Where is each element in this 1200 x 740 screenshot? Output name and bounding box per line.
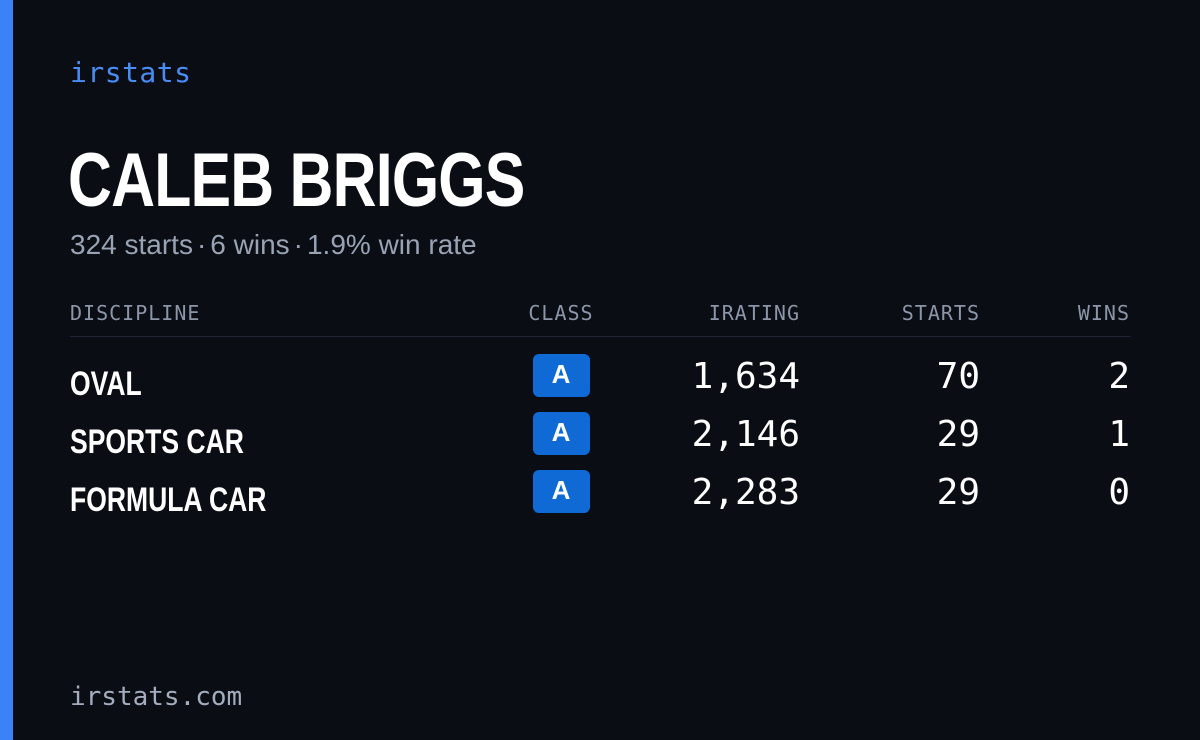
starts-value: 29 — [936, 414, 980, 455]
license-class-badge: A — [532, 412, 590, 455]
win-rate: 1.9% win rate — [306, 229, 477, 260]
footer-site-url: irstats.com — [70, 682, 243, 712]
header-discipline: DISCIPLINE — [70, 301, 201, 325]
class-cell: A — [511, 470, 611, 513]
table-header-row: DISCIPLINE CLASS IRATING STARTS WINS — [70, 296, 1131, 337]
stats-table: DISCIPLINE CLASS IRATING STARTS WINS OVA… — [70, 296, 1131, 519]
discipline-name: SPORTS CAR — [70, 423, 244, 461]
starts-value: 70 — [936, 356, 980, 397]
license-class-badge: A — [532, 470, 590, 513]
class-cell: A — [511, 354, 611, 397]
header-class: CLASS — [528, 301, 594, 325]
table-row: OVAL A 1,634 70 2 — [70, 337, 1131, 403]
separator-dot: · — [196, 229, 207, 260]
player-name: CALEB BRIGGS — [68, 138, 525, 223]
table-row: FORMULA CAR A 2,283 29 0 — [70, 453, 1131, 519]
table-body: OVAL A 1,634 70 2 SPORTS CAR A 2,146 29 … — [70, 337, 1131, 519]
accent-bar — [0, 0, 13, 740]
wins-value: 1 — [1108, 414, 1130, 455]
table-row: SPORTS CAR A 2,146 29 1 — [70, 395, 1131, 461]
brand-logo-text: irstats — [70, 56, 192, 89]
player-summary: 324 starts · 6 wins · 1.9% win rate — [70, 228, 477, 262]
header-irating: IRATING — [708, 301, 800, 325]
starts-value: 29 — [936, 472, 980, 513]
header-starts: STARTS — [901, 301, 980, 325]
discipline-name: FORMULA CAR — [70, 481, 267, 519]
total-starts: 324 starts — [70, 229, 193, 260]
discipline-name: OVAL — [70, 365, 142, 403]
irating-value: 2,146 — [691, 414, 800, 455]
separator-dot: · — [293, 229, 303, 260]
irating-value: 1,634 — [691, 356, 800, 397]
total-wins: 6 wins — [210, 229, 290, 260]
license-class-badge: A — [532, 354, 590, 397]
wins-value: 0 — [1108, 472, 1130, 513]
header-wins: WINS — [1077, 301, 1130, 325]
class-cell: A — [511, 412, 611, 455]
irating-value: 2,283 — [691, 472, 800, 513]
wins-value: 2 — [1108, 356, 1130, 397]
